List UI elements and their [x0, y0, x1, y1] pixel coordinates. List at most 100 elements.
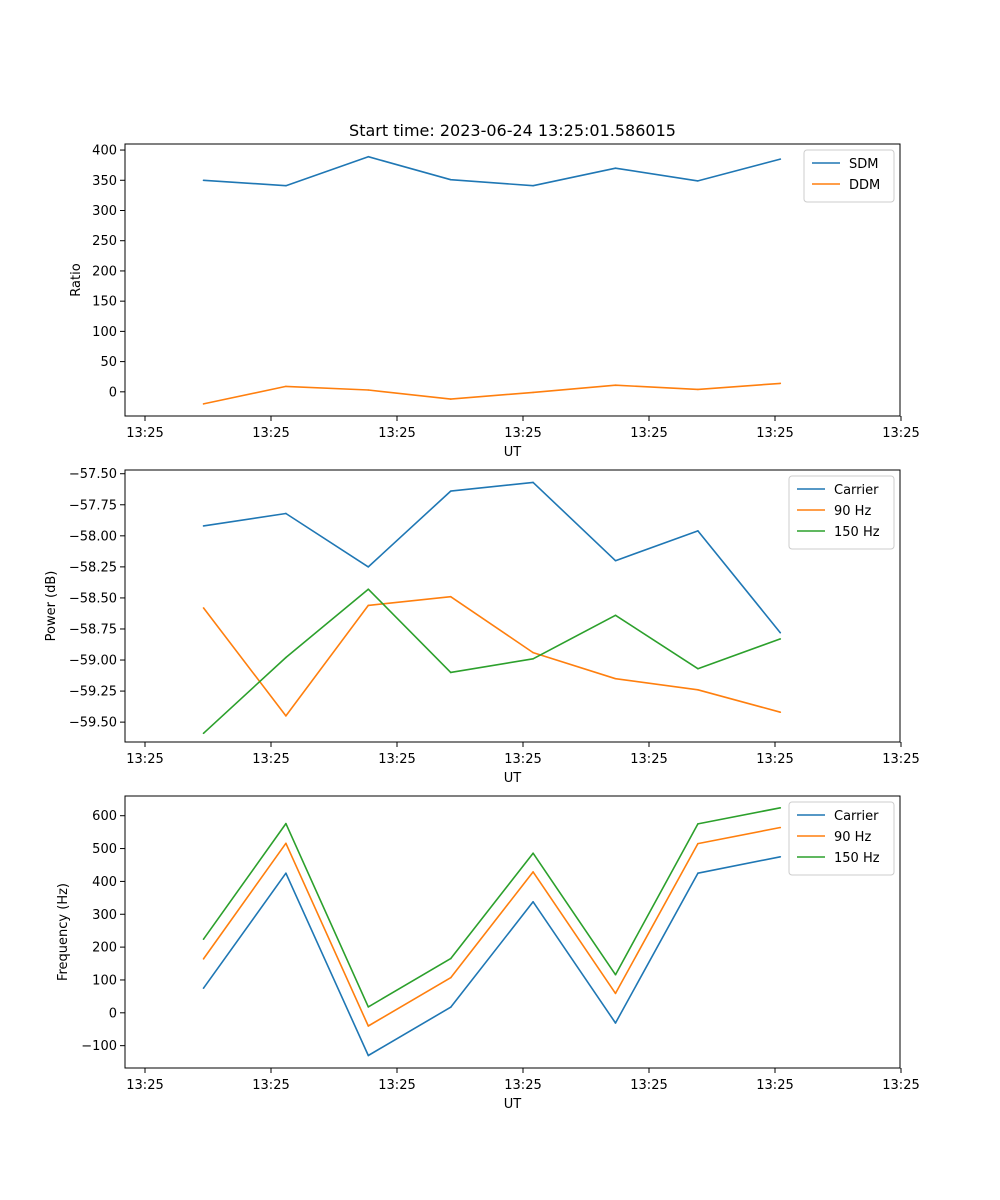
chart-panel-1: 13:2513:2513:2513:2513:2513:2513:2513:26…: [69, 143, 920, 460]
axes-frame: [124, 795, 901, 1069]
data-point: [449, 957, 452, 960]
y-tick-label: −59.00: [69, 654, 117, 669]
data-point: [779, 826, 782, 829]
data-point: [697, 388, 699, 391]
series-line-carrier: [203, 481, 781, 634]
y-axis-label: Ratio: [69, 263, 84, 296]
data-point: [202, 938, 205, 941]
y-tick-label: −59.50: [69, 716, 117, 731]
legend: Carrier 90 Hz 150 Hz: [788, 801, 895, 876]
x-tick-label: 13:25: [252, 752, 289, 767]
x-tick-label: 13:25: [252, 1078, 289, 1093]
x-axis-label: UT: [504, 771, 522, 786]
data-point: [285, 512, 287, 515]
y-tick-label: −58.75: [69, 622, 117, 637]
data-point: [202, 179, 205, 182]
data-point: [532, 871, 534, 873]
x-tick-label: 13:25: [504, 426, 541, 441]
legend-label: 90 Hz: [834, 504, 871, 519]
data-point: [532, 391, 534, 394]
legend-label: Carrier: [834, 809, 879, 824]
series-line-90-hz: [202, 826, 781, 1027]
data-point: [202, 607, 205, 609]
y-tick-label: 200: [92, 264, 117, 279]
data-point: [779, 631, 782, 634]
data-point: [285, 872, 287, 874]
series-line-90-hz: [202, 595, 781, 717]
y-tick-label: 500: [92, 842, 117, 857]
axes-frame: [124, 143, 901, 417]
y-tick-label: −59.25: [69, 685, 117, 700]
legend-label: 90 Hz: [834, 830, 871, 845]
y-tick-label: 350: [92, 174, 117, 189]
y-tick-label: 0: [109, 1006, 117, 1021]
data-point: [779, 807, 782, 809]
series-line-150-hz: [202, 588, 781, 734]
y-axis-label: Frequency (Hz): [56, 883, 71, 981]
data-point: [202, 403, 205, 405]
y-tick-label: −57.50: [69, 467, 117, 482]
data-point: [285, 184, 287, 187]
data-point: [285, 715, 287, 717]
data-point: [202, 987, 205, 989]
figure-title: Start time: 2023-06-24 13:25:01.586015: [349, 121, 676, 140]
y-axis-label: Power (dB): [44, 571, 59, 642]
data-point: [202, 525, 205, 527]
series-line-sdm: [203, 155, 781, 187]
y-tick-label: 400: [92, 144, 117, 159]
legend-label: SDM: [849, 157, 878, 172]
x-tick-label: 13:25: [378, 1078, 415, 1093]
x-tick-label: 13:25: [378, 426, 415, 441]
x-tick-label: 13:25: [504, 1078, 541, 1093]
data-point: [532, 651, 534, 654]
legend-label: 150 Hz: [834, 525, 880, 540]
data-point: [532, 481, 534, 484]
x-tick-label: 13:25: [630, 752, 667, 767]
y-tick-label: 150: [92, 295, 117, 310]
data-point: [285, 842, 287, 845]
x-tick-label: 13:25: [630, 1078, 667, 1093]
data-point: [697, 667, 699, 670]
data-point: [449, 976, 452, 979]
x-tick-label: 13:25: [882, 752, 919, 767]
data-point: [779, 711, 782, 713]
y-tick-label: 250: [92, 234, 117, 249]
data-point: [614, 384, 617, 386]
y-tick-label: 300: [92, 908, 117, 923]
data-point: [449, 1006, 452, 1009]
y-tick-label: −58.25: [69, 560, 117, 575]
series-line-150-hz: [202, 807, 781, 1008]
data-point: [614, 1022, 617, 1024]
x-tick-label: 13:25: [126, 1078, 163, 1093]
data-point: [779, 638, 782, 640]
data-point: [449, 490, 452, 492]
legend-label: 150 Hz: [834, 851, 880, 866]
data-point: [202, 732, 205, 735]
data-point: [532, 184, 534, 187]
legend-label: DDM: [849, 178, 880, 193]
data-point: [614, 167, 617, 169]
y-tick-label: 600: [92, 809, 117, 824]
y-tick-label: 400: [92, 875, 117, 890]
y-tick-label: 200: [92, 941, 117, 956]
data-point: [779, 158, 782, 160]
y-tick-label: 50: [100, 355, 117, 370]
chart-panel-2: 13:2513:2513:2513:2513:2513:2513:2513:26…: [44, 467, 920, 786]
legend: Carrier 90 Hz 150 Hz: [788, 475, 895, 550]
data-point: [367, 566, 370, 568]
data-point: [367, 1025, 370, 1027]
data-point: [697, 842, 699, 845]
x-tick-label: 13:25: [882, 1078, 919, 1093]
chart-panels: 13:2513:2513:2513:2513:2513:2513:2513:26…: [44, 143, 920, 1112]
x-tick-label: 13:25: [252, 426, 289, 441]
y-tick-label: −58.00: [69, 529, 117, 544]
data-point: [779, 382, 782, 385]
data-point: [614, 677, 617, 680]
x-tick-label: 13:25: [882, 426, 919, 441]
x-tick-label: 13:25: [756, 426, 793, 441]
chart-panel-3: 13:2513:2513:2513:2513:2513:2513:2513:26…: [56, 795, 920, 1112]
data-point: [697, 530, 699, 532]
axes-frame: [124, 469, 901, 743]
data-point: [614, 614, 617, 617]
